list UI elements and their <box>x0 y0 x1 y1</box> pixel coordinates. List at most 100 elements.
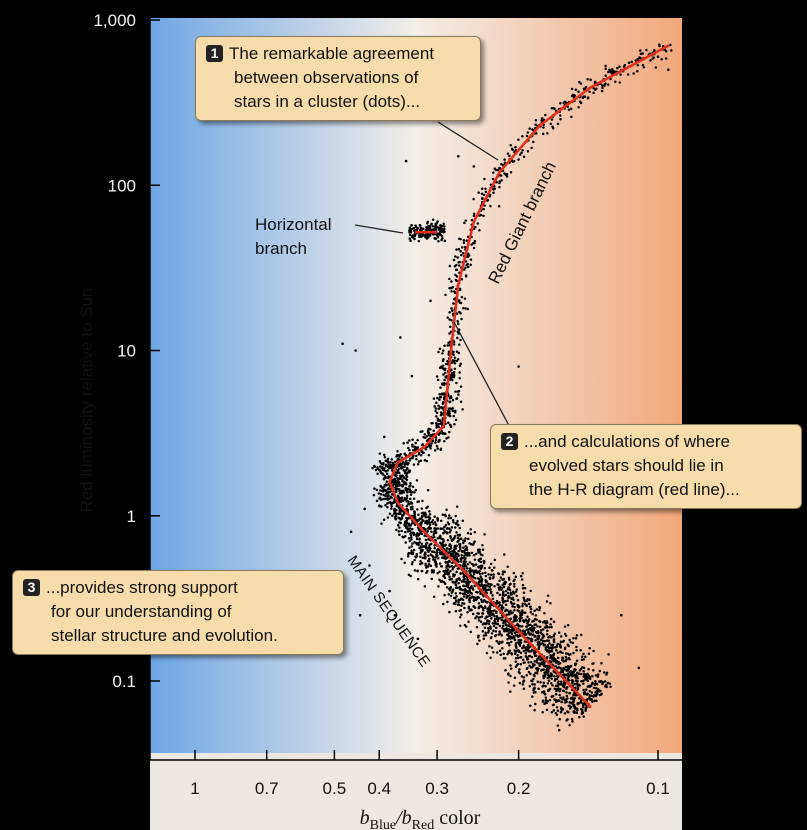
star-dot <box>484 632 487 635</box>
star-dot <box>388 498 391 501</box>
star-dot <box>627 73 630 76</box>
star-dot <box>435 415 438 418</box>
star-dot <box>467 532 470 535</box>
star-dot <box>638 56 641 59</box>
star-dot <box>580 668 583 671</box>
star-dot <box>589 678 592 681</box>
star-dot <box>462 563 465 566</box>
star-dot <box>488 622 491 625</box>
star-dot <box>448 431 451 434</box>
star-dot <box>403 476 406 479</box>
star-dot <box>448 401 451 404</box>
star-dot <box>515 576 518 579</box>
star-dot <box>533 624 536 627</box>
star-dot <box>533 709 536 712</box>
star-dot <box>461 602 464 605</box>
star-dot <box>434 449 437 452</box>
star-dot <box>519 682 522 685</box>
star-dot <box>536 608 539 611</box>
star-dot <box>442 544 445 547</box>
star-dot <box>466 256 469 259</box>
star-dot <box>588 690 591 693</box>
star-dot <box>487 583 490 586</box>
star-dot <box>638 667 641 670</box>
star-dot <box>379 489 382 492</box>
star-dot <box>467 621 470 624</box>
star-dot <box>450 280 453 283</box>
star-dot <box>496 651 499 654</box>
star-dot <box>549 647 552 650</box>
star-dot <box>404 531 407 534</box>
star-dot <box>476 591 479 594</box>
star-dot <box>417 578 420 581</box>
star-dot <box>534 635 537 638</box>
star-dot <box>556 714 559 717</box>
star-dot <box>387 488 390 491</box>
y-tick-label: 100 <box>108 176 136 195</box>
star-dot <box>566 669 569 672</box>
star-dot <box>518 672 521 675</box>
star-dot <box>398 526 401 529</box>
star-dot <box>457 598 460 601</box>
star-dot <box>411 528 414 531</box>
star-dot <box>413 549 416 552</box>
star-dot <box>379 470 382 473</box>
star-dot <box>523 687 526 690</box>
star-dot <box>503 582 506 585</box>
star-dot <box>491 646 494 649</box>
star-dot <box>470 243 473 246</box>
star-dot <box>459 625 462 628</box>
star-dot <box>525 655 528 658</box>
star-dot <box>400 530 403 533</box>
star-dot <box>432 533 435 536</box>
callout-3: 3 ...provides strong support for our unde… <box>12 570 344 655</box>
star-dot <box>380 493 383 496</box>
star-dot <box>416 535 419 538</box>
star-dot <box>424 563 427 566</box>
star-dot <box>453 423 456 426</box>
star-dot <box>538 662 541 665</box>
star-dot <box>379 485 382 488</box>
star-dot <box>391 515 394 518</box>
star-dot <box>398 490 401 493</box>
star-dot <box>396 505 399 508</box>
star-dot <box>459 572 462 575</box>
star-dot <box>610 71 613 74</box>
star-dot <box>517 657 520 660</box>
star-dot <box>444 513 447 516</box>
star-dot <box>449 536 452 539</box>
star-dot <box>454 597 457 600</box>
star-dot <box>411 506 414 509</box>
star-dot <box>567 676 570 679</box>
star-dot <box>535 614 538 617</box>
star-dot <box>560 701 563 704</box>
star-dot <box>444 573 447 576</box>
star-dot <box>391 458 394 461</box>
star-dot <box>493 625 496 628</box>
star-dot <box>479 558 482 561</box>
star-dot <box>425 226 428 229</box>
star-dot <box>518 610 521 613</box>
star-dot <box>409 498 412 501</box>
star-dot <box>414 515 417 518</box>
star-dot <box>586 673 589 676</box>
star-dot <box>525 629 528 632</box>
star-dot <box>501 587 504 590</box>
y-tick-label: 1,000 <box>93 11 136 30</box>
star-dot <box>495 634 498 637</box>
star-dot <box>454 255 457 258</box>
star-dot <box>418 452 421 455</box>
star-dot <box>471 569 474 572</box>
star-dot <box>460 302 463 305</box>
star-dot <box>519 656 522 659</box>
star-dot <box>417 446 420 449</box>
star-dot <box>571 682 574 685</box>
star-dot <box>443 228 446 231</box>
star-dot <box>510 171 513 174</box>
star-dot <box>455 592 458 595</box>
star-dot <box>437 527 440 530</box>
star-dot <box>510 667 513 670</box>
star-dot <box>489 607 492 610</box>
star-dot <box>454 265 457 268</box>
star-dot <box>461 296 464 299</box>
